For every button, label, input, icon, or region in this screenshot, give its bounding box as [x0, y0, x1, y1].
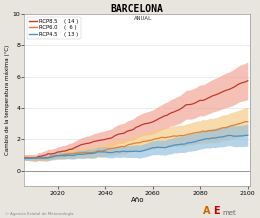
Legend: RCP8.5    ( 14 ), RCP6.0    (  6 ), RCP4.5    ( 13 ): RCP8.5 ( 14 ), RCP6.0 ( 6 ), RCP4.5 ( 13… — [27, 17, 81, 39]
Text: © Agencia Estatal de Meteorología: © Agencia Estatal de Meteorología — [5, 212, 74, 216]
Text: A: A — [203, 206, 210, 216]
Y-axis label: Cambio de la temperatura máxima (°C): Cambio de la temperatura máxima (°C) — [4, 45, 10, 155]
Text: ANUAL: ANUAL — [134, 16, 152, 21]
Title: BARCELONA: BARCELONA — [111, 4, 164, 14]
Text: E: E — [213, 206, 220, 216]
X-axis label: Año: Año — [131, 197, 144, 203]
Text: met: met — [222, 210, 236, 216]
